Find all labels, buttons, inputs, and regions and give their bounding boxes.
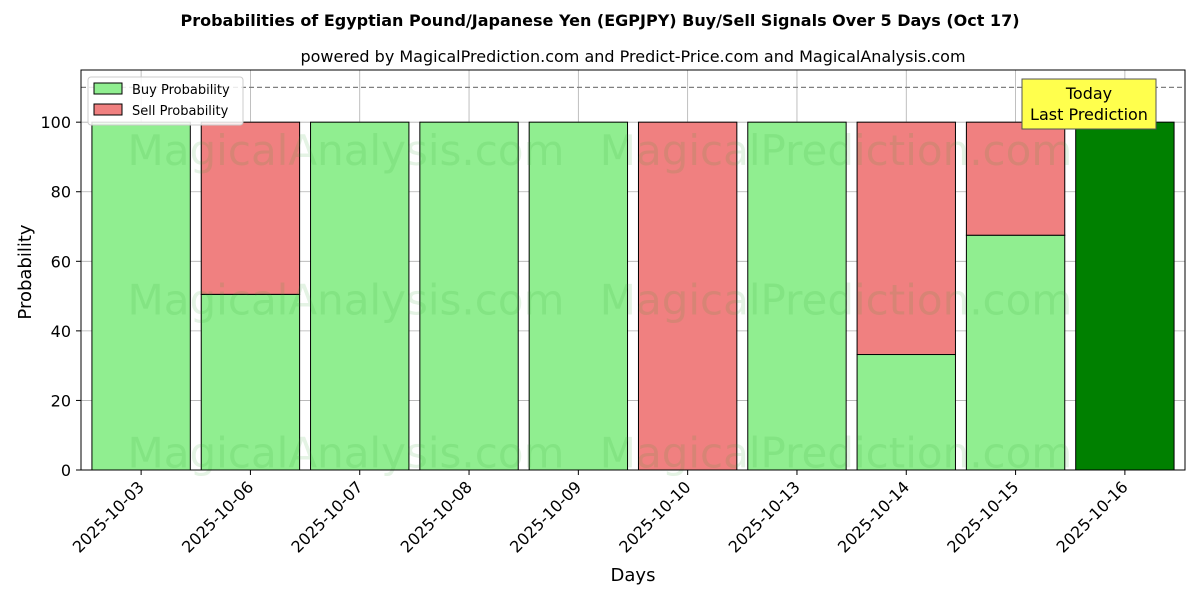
sell-bar (637, 121, 738, 471)
x-tick-label: 2025-10-09 (506, 477, 585, 556)
x-axis: 2025-10-03 2025-10-06 2025-10-07 2025-10-08… (69, 470, 1132, 557)
x-tick-label: 2025-10-13 (725, 477, 804, 556)
x-axis-label: Days (611, 565, 656, 586)
annotation-box (1021, 78, 1157, 130)
sell-bar (856, 121, 956, 356)
plot-frame (80, 69, 1186, 471)
y-axis: 0 20 40 60 80 100 (40, 113, 81, 480)
legend-label: Sell Probability (132, 104, 229, 119)
watermark-text: MagicalPrediction.com (600, 429, 1073, 478)
today-annotation: Today Last Prediction (1021, 78, 1157, 130)
annotation-line-1: Today (1065, 84, 1112, 103)
sell-bar (965, 121, 1066, 236)
watermarks: MagicalAnalysis.com MagicalPrediction.com… (128, 126, 1073, 478)
annotation-line-2: Last Prediction (1030, 105, 1148, 124)
chart-subtitle: powered by MagicalPrediction.com and Pre… (300, 47, 965, 66)
watermark-text: MagicalPrediction.com (600, 126, 1073, 175)
buy-bar (856, 354, 956, 471)
buy-bar (1075, 121, 1175, 471)
watermark-text: MagicalAnalysis.com (128, 126, 565, 175)
x-tick-label: 2025-10-16 (1053, 477, 1132, 556)
buy-bar (528, 121, 629, 471)
buy-bar (91, 121, 191, 471)
x-tick-label: 2025-10-06 (178, 477, 257, 556)
x-tick-label: 2025-10-10 (615, 477, 694, 556)
watermark-text: MagicalAnalysis.com (128, 429, 565, 478)
y-tick-label: 100 (40, 113, 71, 132)
y-axis-label: Probability (15, 224, 36, 319)
y-tick-label: 0 (61, 461, 71, 480)
legend: Buy Probability Sell Probability (87, 76, 244, 126)
x-tick-label: 2025-10-14 (834, 477, 913, 556)
y-tick-label: 40 (51, 322, 71, 341)
watermark-text: MagicalPrediction.com (600, 276, 1073, 325)
x-tick-label: 2025-10-03 (69, 477, 148, 556)
legend-box (87, 76, 244, 126)
x-tick-label: 2025-10-08 (397, 477, 476, 556)
bars (91, 121, 1175, 471)
y-tick-label: 20 (51, 391, 71, 410)
legend-label: Buy Probability (132, 83, 230, 98)
chart-title: Probabilities of Egyptian Pound/Japanese… (180, 11, 1019, 30)
y-tick-label: 80 (51, 183, 71, 202)
x-tick-label: 2025-10-15 (943, 477, 1022, 556)
y-tick-label: 60 (51, 252, 71, 271)
buy-bar (965, 234, 1066, 471)
x-tick-label: 2025-10-07 (287, 477, 366, 556)
buy-bar (310, 121, 410, 471)
legend-swatch (93, 103, 123, 116)
watermark-text: MagicalAnalysis.com (128, 276, 565, 325)
sell-bar (200, 121, 301, 295)
legend-swatch (93, 82, 123, 95)
buy-bar (419, 121, 519, 471)
